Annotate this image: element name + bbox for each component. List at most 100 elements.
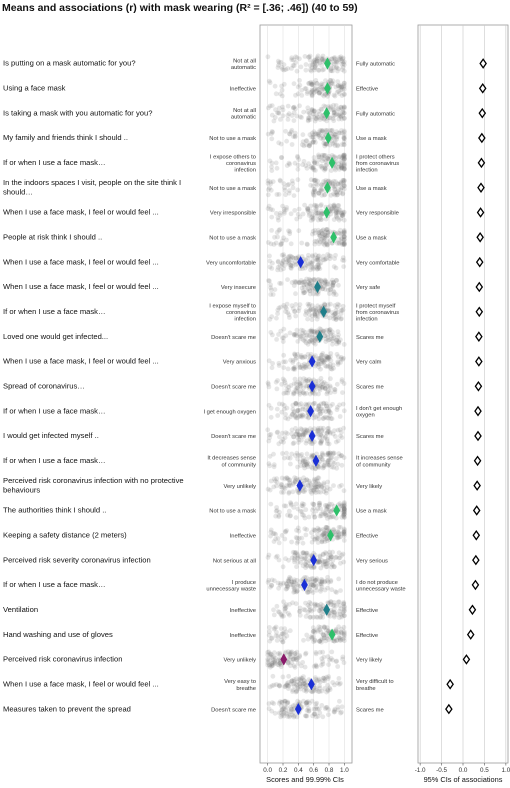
response-dot bbox=[316, 191, 322, 196]
response-dot bbox=[328, 556, 333, 562]
response-dot bbox=[284, 405, 290, 411]
response-dot bbox=[303, 683, 309, 689]
response-dot bbox=[313, 57, 319, 62]
response-dot bbox=[317, 233, 323, 239]
response-dot bbox=[332, 55, 338, 60]
response-dot bbox=[333, 292, 339, 298]
response-dot bbox=[312, 363, 318, 369]
response-dot bbox=[268, 652, 273, 657]
response-dot bbox=[321, 93, 327, 99]
response-dot bbox=[273, 624, 279, 630]
response-dot bbox=[319, 81, 325, 87]
item-question: Keeping a safety distance (2 meters) bbox=[3, 531, 127, 540]
response-dot bbox=[318, 625, 323, 630]
response-dot bbox=[301, 480, 307, 486]
response-dot bbox=[276, 140, 282, 146]
response-dot bbox=[295, 555, 300, 561]
response-dot bbox=[304, 632, 310, 638]
response-dot bbox=[338, 227, 343, 233]
response-dot bbox=[293, 431, 299, 437]
response-dot bbox=[294, 577, 300, 583]
response-dot bbox=[281, 503, 287, 509]
response-dot bbox=[313, 714, 319, 720]
response-dot bbox=[278, 714, 284, 720]
response-dot bbox=[311, 59, 317, 65]
response-dot bbox=[279, 381, 285, 387]
response-dot bbox=[319, 163, 325, 169]
item-row: Perceived risk severity coronavirus infe… bbox=[3, 555, 388, 564]
response-dot bbox=[316, 500, 322, 506]
response-dot bbox=[311, 86, 317, 92]
response-dot bbox=[292, 376, 298, 382]
response-dot bbox=[303, 377, 309, 383]
response-dot bbox=[275, 258, 281, 264]
response-dot bbox=[304, 477, 310, 483]
left-anchor-line: Doesn't scare me bbox=[211, 385, 256, 391]
response-dot bbox=[322, 676, 328, 682]
response-dot bbox=[333, 310, 339, 316]
response-dot bbox=[324, 403, 329, 409]
response-dot bbox=[328, 656, 334, 661]
response-dot bbox=[295, 187, 301, 193]
response-dot bbox=[318, 454, 323, 460]
response-dot bbox=[278, 664, 284, 670]
response-dot bbox=[277, 91, 283, 97]
response-dot bbox=[325, 242, 330, 248]
right-anchor-line: I protect others bbox=[356, 154, 395, 160]
response-dot bbox=[324, 561, 330, 567]
response-dot bbox=[332, 256, 337, 261]
item-question: If or when I use a face mask… bbox=[3, 456, 106, 465]
response-dot bbox=[311, 132, 317, 138]
response-dot bbox=[303, 383, 309, 389]
item-question-line: People at risk think I should .. bbox=[3, 233, 102, 242]
item-question: Perceived risk coronavirus infection bbox=[3, 655, 122, 664]
right-tick-label: -1.0 bbox=[415, 767, 426, 774]
response-dot bbox=[304, 165, 310, 171]
right-anchor-line: Very difficult to bbox=[356, 679, 394, 685]
response-dot bbox=[281, 580, 286, 586]
response-dot bbox=[283, 529, 289, 535]
response-dot bbox=[322, 235, 327, 241]
response-dot bbox=[316, 190, 322, 196]
response-dot bbox=[320, 408, 326, 414]
response-dot bbox=[339, 84, 344, 89]
response-dot bbox=[277, 652, 283, 658]
response-dot bbox=[334, 658, 339, 664]
response-dot bbox=[324, 127, 330, 133]
response-dot bbox=[293, 54, 298, 60]
response-dot bbox=[340, 390, 345, 395]
response-dot bbox=[318, 202, 324, 208]
response-dot bbox=[339, 212, 345, 218]
response-dot bbox=[291, 390, 296, 395]
response-dot bbox=[312, 638, 318, 644]
response-dot bbox=[282, 378, 287, 384]
response-dot bbox=[331, 335, 337, 341]
response-dot bbox=[268, 405, 274, 411]
response-dot bbox=[339, 165, 344, 171]
association-marker bbox=[472, 529, 481, 541]
response-dot bbox=[288, 266, 294, 271]
response-dot bbox=[311, 137, 317, 143]
response-dot bbox=[327, 600, 332, 606]
response-dot bbox=[276, 62, 281, 68]
response-dot bbox=[312, 629, 318, 635]
response-dot bbox=[306, 115, 311, 121]
response-dot bbox=[280, 639, 285, 645]
response-dot bbox=[286, 557, 291, 563]
response-dot bbox=[317, 679, 323, 685]
response-dot bbox=[299, 535, 305, 541]
response-dot bbox=[280, 711, 286, 717]
response-dot bbox=[269, 700, 275, 706]
response-dot bbox=[321, 103, 327, 109]
response-dot bbox=[301, 109, 306, 115]
response-dot bbox=[302, 515, 308, 521]
response-dot bbox=[332, 709, 337, 715]
response-dot bbox=[276, 228, 282, 233]
response-dot bbox=[294, 333, 299, 338]
mean-marker bbox=[308, 429, 316, 443]
response-dot bbox=[301, 143, 307, 149]
response-dot bbox=[323, 385, 328, 391]
response-dot bbox=[312, 578, 318, 584]
response-dot bbox=[287, 628, 293, 634]
response-dot bbox=[335, 533, 341, 538]
